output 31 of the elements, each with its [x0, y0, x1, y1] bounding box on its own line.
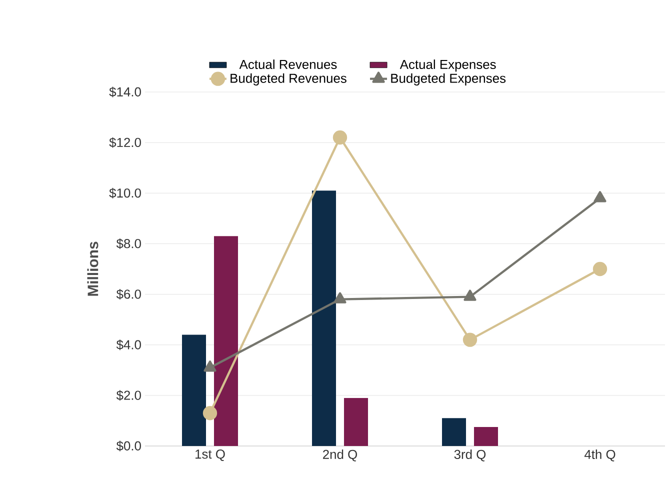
- bar: [344, 398, 368, 446]
- y-tick-label: $2.0: [116, 390, 141, 401]
- y-tick-label: $4.0: [116, 340, 141, 350]
- point: [334, 292, 346, 304]
- point: [462, 332, 478, 347]
- x-tick-label: 3rd Q: [454, 450, 486, 462]
- y-axis-title: Millions: [87, 242, 98, 296]
- point: [204, 360, 216, 372]
- bar: [442, 418, 466, 446]
- y-tick-label: $10.0: [109, 188, 141, 198]
- x-tick-label: 4th Q: [584, 450, 616, 462]
- y-tick-label: $6.0: [116, 289, 141, 300]
- x-tick-label: 1st Q: [196, 450, 225, 462]
- bar: [474, 427, 498, 446]
- point: [592, 262, 608, 276]
- y-tick-label: $12.0: [109, 137, 141, 148]
- y-tick-label: $0.0: [116, 440, 141, 452]
- bar: [214, 236, 238, 446]
- y-tick-label: $8.0: [116, 238, 141, 249]
- bar: [312, 190, 336, 446]
- legend-label: Actual Revenues: [239, 60, 337, 70]
- point: [464, 290, 476, 301]
- bar: [182, 334, 206, 446]
- point: [594, 191, 606, 202]
- y-tick-label: $14.0: [109, 86, 141, 98]
- legend-label: Actual Expenses: [400, 60, 496, 72]
- legend-label: Budgeted Revenues: [230, 73, 346, 86]
- point: [332, 130, 348, 145]
- x-tick-label: 2nd Q: [323, 450, 358, 462]
- point: [202, 406, 218, 420]
- legend-label: Budgeted Expenses: [391, 73, 506, 86]
